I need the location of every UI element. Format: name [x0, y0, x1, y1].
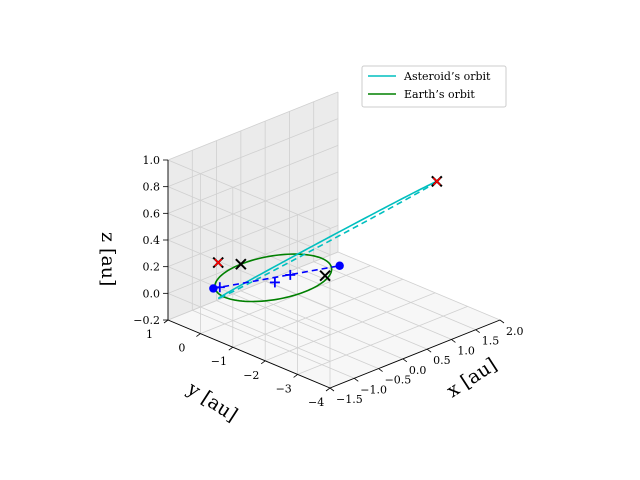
grid-floor-y-2 [265, 292, 436, 362]
z-tick-label-1: 0.0 [143, 287, 161, 300]
marker-x-4 [235, 258, 247, 270]
z-tick-label-3: 0.4 [143, 234, 161, 247]
z-tick-label-0: −0.2 [133, 314, 160, 327]
marker-x-3 [214, 258, 223, 267]
grid-floor-y-3 [232, 278, 403, 348]
y-axis-line [167, 319, 331, 389]
marker-plus-8 [269, 277, 280, 288]
y-tick-mark-5 [163, 319, 169, 324]
grid-wall-z-b-2 [167, 198, 339, 268]
x-tick-mark-6 [475, 329, 480, 334]
grid-floor-x-7 [337, 251, 501, 321]
grid-floor-y-4 [200, 265, 371, 334]
grid-wall-z-b-0 [167, 251, 339, 321]
grid-wall-z-a-6 [167, 159, 331, 229]
z-tick-label-6: 1.0 [143, 154, 161, 167]
x-tick-label-7: 2.0 [506, 325, 524, 338]
x-tick-label-0: −1.5 [336, 393, 363, 406]
grid-floor-x-3 [240, 290, 404, 360]
earth-orbit-line [214, 253, 333, 303]
asteroid-orbit-hidden-line [219, 180, 439, 299]
transfer-dashed-line [213, 264, 340, 290]
y-axis-label: y [au] [182, 377, 241, 426]
legend-box [361, 65, 507, 108]
orbit-markers [209, 175, 443, 293]
marker-x-b-5 [319, 269, 331, 282]
legend-asteroid-label: Asteroid’s orbit [403, 70, 491, 83]
y-tick-mark-2 [260, 360, 266, 365]
grid-wall-z-b-6 [167, 91, 339, 161]
axes-panes [168, 92, 500, 388]
legend-earth-label: Earth’s orbit [404, 88, 475, 101]
grid-wall-z-b-4 [167, 144, 339, 214]
x-tick-mark-2 [378, 368, 383, 372]
z-tick-label-5: 0.8 [143, 181, 161, 194]
tick-labels: −1.5−1.0−0.50.00.51.01.52.0−4−3−2−101−0.… [133, 154, 523, 409]
x-tick-mark-7 [499, 319, 505, 324]
grid-wall-z-a-1 [167, 292, 331, 362]
x-tick-label-1: −1.0 [360, 383, 387, 396]
marker-plus-9 [285, 269, 296, 280]
legend: Asteroid’s orbit Earth’s orbit [361, 65, 507, 108]
grid-wall-z-b-5 [167, 118, 339, 188]
marker-x-b-1 [432, 177, 441, 186]
x-tick-label-2: −0.5 [385, 374, 412, 387]
z-tick-label-4: 0.6 [143, 207, 161, 220]
y-tick-mark-0 [325, 387, 331, 392]
grid-wall-z-a-5 [167, 186, 331, 256]
grid-floor-y-1 [297, 306, 468, 375]
x-tick-label-3: 0.0 [409, 364, 427, 377]
z-tick-label-2: 0.2 [143, 261, 161, 274]
grid-wall-z-a-3 [167, 239, 331, 309]
x-axis-line [329, 319, 501, 389]
y-tick-label-2: −2 [243, 369, 259, 382]
marker-x-1 [432, 177, 441, 186]
x-tick-mark-3 [402, 358, 408, 363]
grid-floor-x-5 [289, 271, 452, 340]
marker-x-5 [319, 269, 331, 282]
x-tick-mark-5 [451, 339, 456, 343]
x-tick-label-6: 1.5 [482, 335, 500, 348]
grid-wall-z-a-4 [167, 212, 331, 282]
x-axis-label: x [au] [443, 354, 501, 402]
y-tick-label-1: −3 [276, 382, 292, 395]
y-tick-label-5: 1 [146, 328, 153, 341]
x-tick-mark-4 [426, 348, 432, 353]
y-tick-mark-3 [228, 346, 234, 351]
pane-xy [168, 252, 500, 388]
grid-wall-z-b-3 [167, 171, 339, 241]
orbit-curves [213, 180, 439, 303]
x-tick-mark-0 [329, 387, 335, 392]
marker-dot-7 [335, 261, 344, 270]
asteroid-orbit-line [218, 180, 438, 300]
x-tick-mark-1 [354, 377, 359, 382]
marker-x-b-3 [214, 258, 223, 267]
x-tick-label-5: 1.0 [457, 344, 475, 357]
y-tick-mark-1 [293, 374, 298, 378]
grid-floor-x-6 [313, 261, 476, 331]
z-axis-label: z [au] [97, 232, 119, 286]
y-tick-label-0: −4 [308, 396, 324, 409]
y-tick-mark-4 [196, 333, 201, 337]
marker-x-b-4 [235, 258, 247, 270]
y-tick-label-4: 0 [178, 342, 185, 355]
grid-floor-x-1 [192, 309, 355, 379]
marker-plus-10 [214, 282, 225, 293]
x-tick-label-4: 0.5 [433, 354, 451, 367]
marker-dot-6 [209, 284, 218, 293]
y-tick-label-3: −1 [211, 355, 227, 368]
